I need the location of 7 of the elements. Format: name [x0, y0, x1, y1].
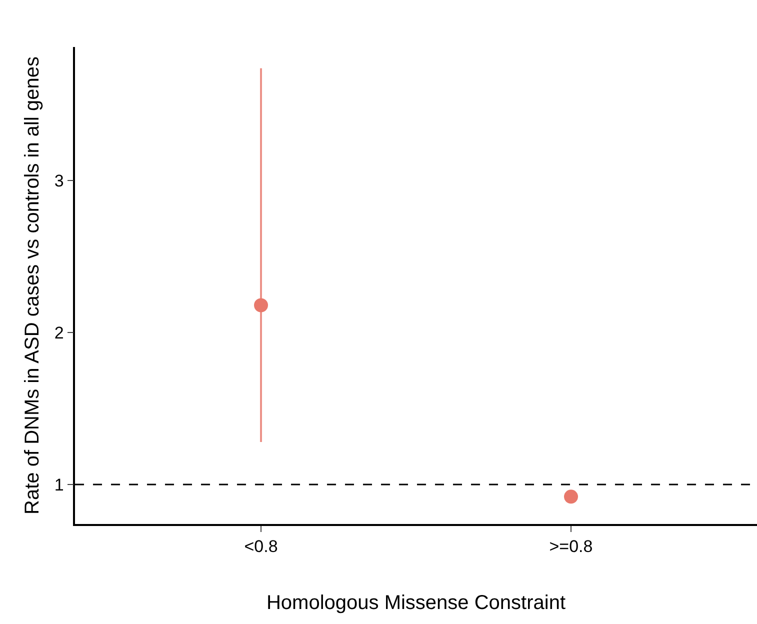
y-axis-title: Rate of DNMs in ASD cases vs controls in all genes: [21, 56, 44, 514]
y-tick-label: 1: [54, 475, 64, 494]
y-tick-label: 3: [54, 172, 64, 191]
x-axis-title: Homologous Missense Constraint: [266, 592, 566, 614]
y-tick-label: 2: [54, 324, 64, 343]
x-tick-label: <0.8: [244, 537, 278, 556]
x-tick-label: >=0.8: [549, 537, 593, 556]
